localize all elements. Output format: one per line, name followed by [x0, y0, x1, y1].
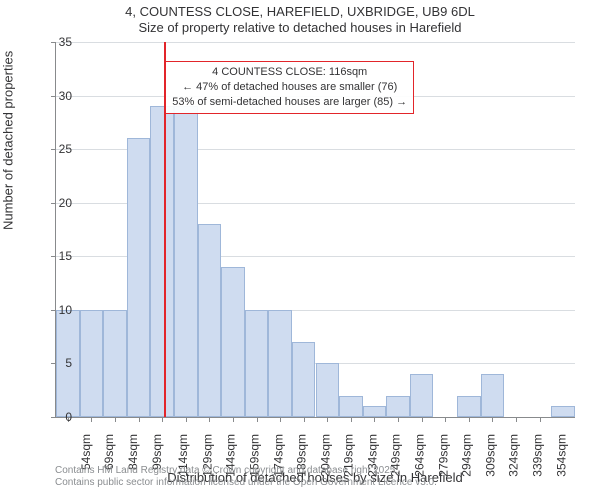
x-tick-mark: [374, 417, 375, 422]
x-tick-mark: [257, 417, 258, 422]
x-tick-mark: [469, 417, 470, 422]
x-tick-mark: [422, 417, 423, 422]
histogram-bar: [150, 106, 174, 417]
x-tick-mark: [209, 417, 210, 422]
histogram-bar: [339, 396, 363, 417]
x-tick-mark: [162, 417, 163, 422]
histogram-bar: [174, 106, 198, 417]
y-tick-label: 10: [32, 303, 72, 317]
x-tick-mark: [91, 417, 92, 422]
y-tick-label: 0: [32, 410, 72, 424]
histogram-bar: [292, 342, 316, 417]
y-tick-label: 35: [32, 35, 72, 49]
x-tick-mark: [304, 417, 305, 422]
histogram-bar: [80, 310, 104, 417]
y-tick-label: 5: [32, 356, 72, 370]
x-tick-mark: [233, 417, 234, 422]
histogram-bar: [268, 310, 292, 417]
plot-area: 4 COUNTESS CLOSE: 116sqm← 47% of detache…: [55, 42, 575, 418]
histogram-bar: [410, 374, 434, 417]
y-tick-label: 20: [32, 196, 72, 210]
gridline: [56, 42, 575, 43]
x-tick-mark: [492, 417, 493, 422]
histogram-bar: [127, 138, 151, 417]
annotation-line: 4 COUNTESS CLOSE: 116sqm: [172, 65, 407, 80]
annotation-line: ← 47% of detached houses are smaller (76…: [172, 80, 407, 95]
histogram-bar: [457, 396, 481, 417]
x-tick-mark: [280, 417, 281, 422]
histogram-bar: [363, 406, 387, 417]
y-axis-label: Number of detached properties: [1, 51, 16, 230]
histogram-bar: [103, 310, 127, 417]
x-tick-mark: [186, 417, 187, 422]
chart-title-line2: Size of property relative to detached ho…: [0, 20, 600, 35]
x-tick-mark: [445, 417, 446, 422]
y-tick-label: 30: [32, 89, 72, 103]
x-tick-mark: [540, 417, 541, 422]
histogram-bar: [551, 406, 575, 417]
x-tick-mark: [351, 417, 352, 422]
annotation-line: 53% of semi-detached houses are larger (…: [172, 95, 407, 110]
attribution-footer: Contains HM Land Registry data © Crown c…: [55, 465, 437, 488]
x-tick-mark: [327, 417, 328, 422]
histogram-bar: [316, 363, 340, 417]
y-tick-label: 15: [32, 249, 72, 263]
y-tick-label: 25: [32, 142, 72, 156]
chart-title-line1: 4, COUNTESS CLOSE, HAREFIELD, UXBRIDGE, …: [0, 4, 600, 19]
histogram-bar: [245, 310, 269, 417]
footer-line1: Contains HM Land Registry data © Crown c…: [55, 465, 437, 477]
histogram-bar: [481, 374, 505, 417]
histogram-bar: [198, 224, 222, 417]
x-tick-mark: [115, 417, 116, 422]
histogram-bar: [221, 267, 245, 417]
annotation-box: 4 COUNTESS CLOSE: 116sqm← 47% of detache…: [165, 61, 414, 114]
x-tick-mark: [139, 417, 140, 422]
x-tick-mark: [398, 417, 399, 422]
x-tick-mark: [516, 417, 517, 422]
histogram-bar: [386, 396, 410, 417]
chart-container: 4, COUNTESS CLOSE, HAREFIELD, UXBRIDGE, …: [0, 0, 600, 500]
footer-line2: Contains public sector information licen…: [55, 477, 437, 489]
